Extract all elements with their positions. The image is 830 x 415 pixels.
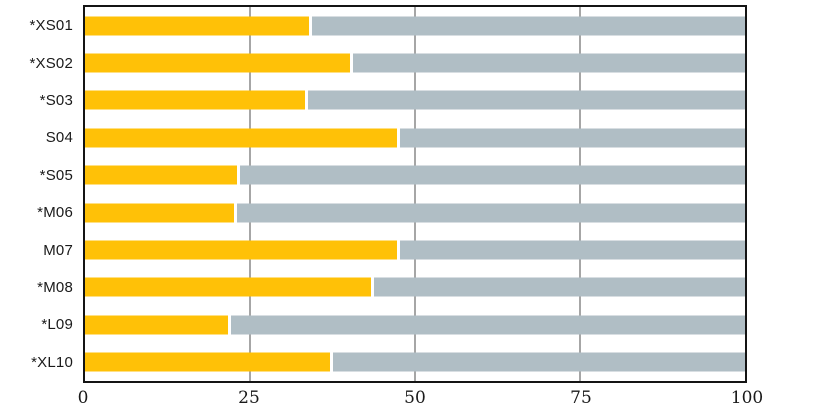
gridline — [249, 7, 251, 381]
gridline — [579, 7, 581, 381]
plot-area — [83, 5, 747, 383]
bar-segment-gray — [231, 315, 745, 335]
y-tick-label: *S03 — [39, 91, 73, 109]
bar-segment-gray — [373, 277, 745, 297]
x-tick-label: 100 — [730, 388, 764, 408]
bar-segment-gray — [332, 352, 745, 372]
y-tick-label: *XS02 — [29, 54, 73, 72]
bar-row — [85, 44, 745, 81]
bar-segment-orange — [85, 240, 397, 260]
bar-row — [85, 157, 745, 194]
y-tick-label: *L09 — [41, 316, 73, 334]
y-tick-label: S04 — [45, 129, 73, 147]
y-tick-label: *XS01 — [29, 17, 73, 35]
bar-segment-orange — [85, 315, 229, 335]
y-axis-labels: *XS01 *XS02 *S03 S04 *S05 *M06 M07 *M08 *L09 *XL1… — [0, 7, 73, 381]
bar-segment-gray — [400, 128, 745, 148]
bar-segment-orange — [85, 277, 371, 297]
y-tick-label: M07 — [43, 241, 73, 259]
x-tick-label: 75 — [570, 388, 592, 408]
x-tick-label: 0 — [77, 388, 89, 408]
y-tick-label: *M06 — [37, 204, 73, 222]
bar-segment-gray — [239, 165, 745, 185]
bar-segment-orange — [85, 16, 310, 36]
bar-segment-orange — [85, 53, 351, 73]
x-axis-labels: 0 25 50 75 100 — [78, 388, 764, 414]
bar-row — [85, 306, 745, 343]
bar-segment-gray — [353, 53, 745, 73]
bar-segment-orange — [85, 203, 235, 223]
y-tick-label: *S05 — [39, 166, 73, 184]
bar-segment-gray — [237, 203, 745, 223]
bar-row — [85, 119, 745, 156]
bars — [85, 7, 745, 381]
bar-segment-gray — [312, 16, 745, 36]
y-tick-label: *M08 — [37, 278, 73, 296]
bar-segment-orange — [85, 90, 306, 110]
bar-segment-orange — [85, 128, 398, 148]
bar-row — [85, 194, 745, 231]
bar-row — [85, 231, 745, 268]
gridlines — [85, 7, 745, 381]
x-tick-label: 25 — [238, 388, 260, 408]
bar-segment-gray — [308, 90, 745, 110]
bar-row — [85, 344, 745, 381]
bar-row — [85, 82, 745, 119]
bar-row — [85, 7, 745, 44]
bar-segment-orange — [85, 165, 237, 185]
gridline — [414, 7, 416, 381]
bar-row — [85, 269, 745, 306]
bar-segment-gray — [399, 240, 745, 260]
bar-segment-orange — [85, 352, 330, 372]
y-tick-label: *XL10 — [31, 353, 73, 371]
x-tick-label: 50 — [404, 388, 426, 408]
